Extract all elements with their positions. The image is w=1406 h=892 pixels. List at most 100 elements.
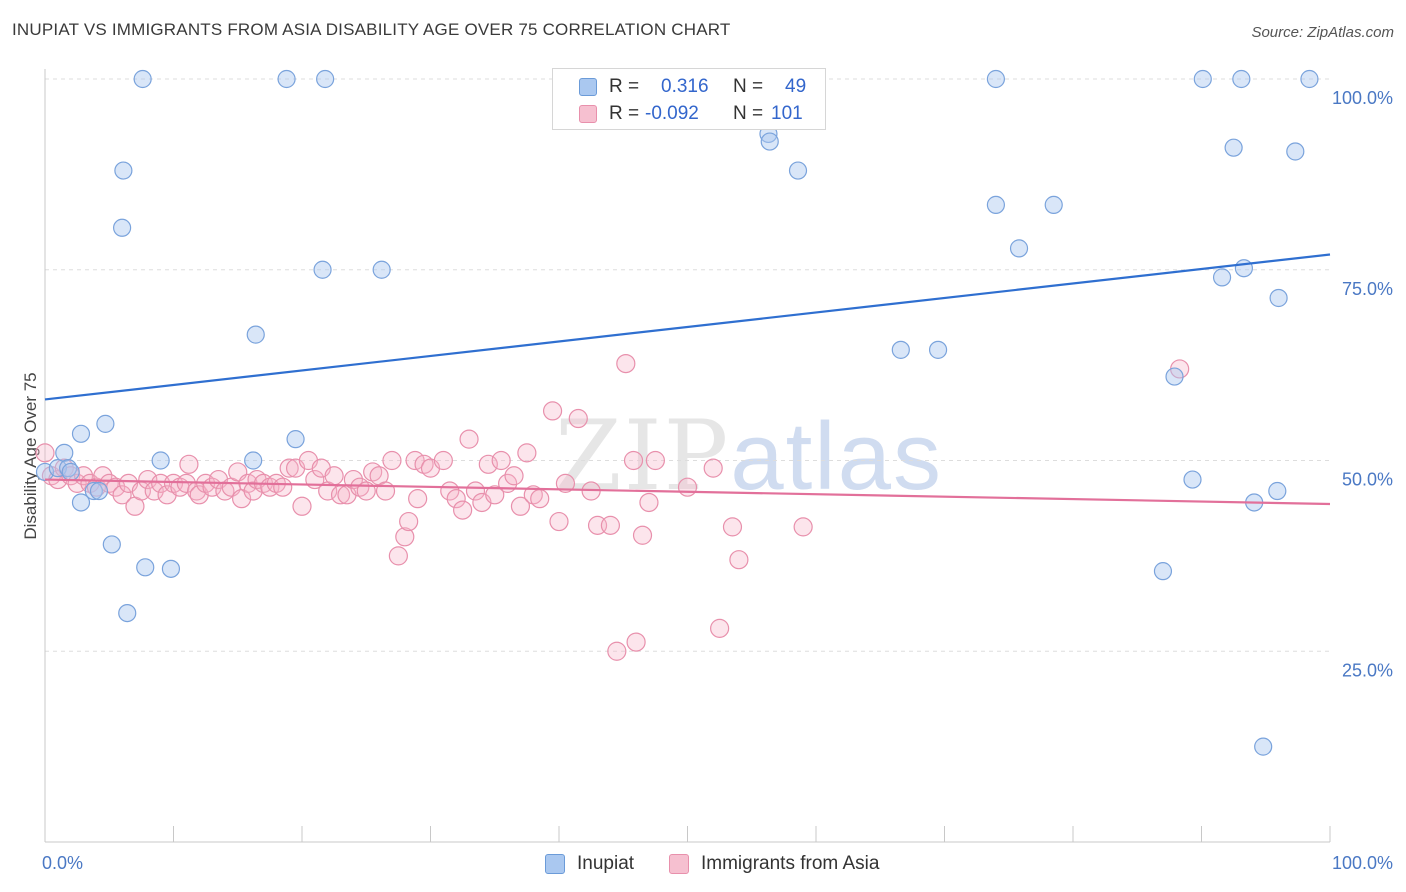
inupiat-point [1269,288,1288,308]
asia-point [465,481,486,501]
inupiat-point [1153,562,1173,581]
inupiat-point [1286,142,1305,161]
asia-point [453,500,473,520]
r-value: -0.092 [645,103,699,124]
inupiat-point [1224,138,1243,157]
legend-label: Immigrants from Asia [701,853,880,874]
inupiat-point [316,69,335,89]
y-axis-label: Disability Age Over 75 [21,372,40,539]
asia-point [504,466,524,486]
n-value: 101 [771,103,803,124]
inupiat-point [313,260,332,279]
asia-point [292,496,312,516]
asia-point [645,450,665,471]
inupiat-point [1254,737,1273,756]
asia-point [517,443,537,463]
y-tick-label: 75.0% [1342,279,1393,299]
inupiat-point [161,559,181,578]
inupiat-point [112,218,132,237]
inupiat-point [372,260,391,279]
stats-legend-row-inupiat: R = 0.316 N = 49 [553,74,825,100]
asia-point [607,641,627,661]
asia-point [623,450,644,471]
inupiat-point [84,481,103,501]
inupiat-point [1234,259,1254,278]
inupiat-point [244,451,263,470]
asia-point [491,450,511,471]
asia-point [395,527,415,547]
asia-point [279,458,299,478]
inupiat-point [1044,195,1063,214]
n-label: N = [733,76,764,97]
inupiat-point [891,340,910,359]
asia-point [343,469,363,490]
inupiat-point [133,69,152,89]
inupiat-point [71,493,91,512]
inupiat-legend-icon [545,854,565,874]
asia-point [375,481,396,501]
asia-point [729,550,749,570]
inupiat-point [1009,239,1029,258]
inupiat-point [1165,367,1184,386]
inupiat-point [1268,481,1287,501]
x-tick-label: 100.0% [1332,853,1393,873]
asia-point [549,511,569,532]
inupiat-swatch-icon [579,78,597,96]
asia-point [703,458,723,478]
inupiat-point [71,424,91,443]
inupiat-point [151,451,170,470]
inupiat-point [986,69,1006,89]
asia-point [510,496,531,516]
watermark: ZIPatlas [555,400,943,512]
asia-point [639,492,659,513]
chart-title: INUPIAT VS IMMIGRANTS FROM ASIA DISABILI… [12,20,731,39]
asia-legend-icon [669,854,689,874]
asia-point [722,517,743,537]
asia-point [382,450,402,471]
asia-trend-line [44,478,1331,506]
chart-source: Source: ZipAtlas.com [1251,24,1394,41]
asia-point [35,443,55,463]
asia-point [555,473,576,493]
x-tick-label: 0.0% [42,853,83,873]
inupiat-point [788,161,808,180]
n-label: N = [733,103,764,124]
y-tick-label: 50.0% [1342,470,1393,490]
y-tick-label: 100.0% [1332,88,1393,108]
stats-legend-row-asia: R = -0.092 N = 101 [553,101,825,127]
inupiat-point [102,535,121,554]
asia-swatch-icon [579,105,597,123]
stats-legend: R = 0.316 N = 49 R = -0.092 N = 101 [552,68,826,130]
asia-point [446,489,466,509]
asia-point [478,454,498,474]
asia-point [112,485,132,505]
asia-point [568,408,588,429]
legend-label: Inupiat [577,853,635,874]
inupiat-point [928,340,948,359]
inupiat-point [96,414,115,433]
inupiat-point [118,603,137,623]
y-tick-label: 25.0% [1342,660,1393,680]
asia-point [793,517,813,537]
asia-point [600,515,621,535]
inupiat-point [1183,470,1202,489]
asia-point [399,511,419,532]
asia-point [710,618,730,638]
inupiat-point [114,161,133,180]
r-label: R = [609,76,640,97]
asia-point [542,401,563,421]
inupiat-point [986,195,1006,214]
inupiat-point [760,132,779,151]
inupiat-point [246,325,265,344]
inupiat-point [1212,268,1232,287]
asia-point [179,454,199,474]
inupiat-point [1193,69,1212,89]
inupiat-point [277,69,296,89]
asia-point [626,632,646,652]
asia-point [324,466,344,486]
inupiat-trend-line [44,253,1331,401]
asia-point [273,477,293,497]
n-value: 49 [785,76,807,97]
inupiat-point [55,443,74,462]
